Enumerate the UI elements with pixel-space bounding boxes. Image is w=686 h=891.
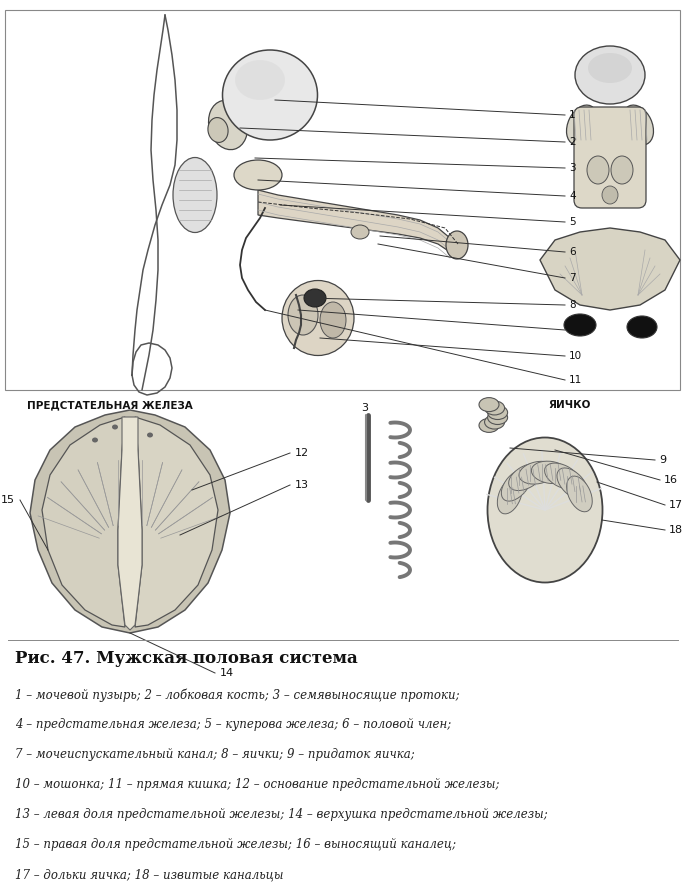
Text: 15 – правая доля предстательной железы; 16 – выносящий каналец;: 15 – правая доля предстательной железы; … xyxy=(15,838,456,851)
Ellipse shape xyxy=(304,289,326,307)
Ellipse shape xyxy=(627,316,657,338)
Text: 1 – мочевой пузырь; 2 – лобковая кость; 3 – семявыносящие протоки;: 1 – мочевой пузырь; 2 – лобковая кость; … xyxy=(15,688,460,701)
Ellipse shape xyxy=(557,468,588,499)
Ellipse shape xyxy=(622,105,654,145)
Ellipse shape xyxy=(351,225,369,239)
Ellipse shape xyxy=(602,186,618,204)
Polygon shape xyxy=(258,190,450,252)
Text: 16: 16 xyxy=(664,475,678,485)
Ellipse shape xyxy=(545,463,580,489)
Ellipse shape xyxy=(112,424,118,429)
Ellipse shape xyxy=(446,231,468,259)
Ellipse shape xyxy=(282,281,354,356)
Ellipse shape xyxy=(479,397,499,412)
Ellipse shape xyxy=(587,156,609,184)
Ellipse shape xyxy=(479,419,499,432)
Text: 4 – предстательная железа; 5 – куперова железа; 6 – половой член;: 4 – предстательная железа; 5 – куперова … xyxy=(15,718,451,731)
Ellipse shape xyxy=(508,463,543,491)
Ellipse shape xyxy=(519,462,556,484)
Text: 8: 8 xyxy=(569,300,576,310)
Polygon shape xyxy=(118,417,142,630)
Text: 6: 6 xyxy=(569,247,576,257)
Text: ЯИЧКО: ЯИЧКО xyxy=(549,400,591,410)
Ellipse shape xyxy=(575,46,645,104)
Text: ПРЕДСТАТЕЛЬНАЯ ЖЕЛЕЗА: ПРЕДСТАТЕЛЬНАЯ ЖЕЛЕЗА xyxy=(27,400,193,410)
Text: 13: 13 xyxy=(295,480,309,490)
Text: 17: 17 xyxy=(669,500,683,510)
Ellipse shape xyxy=(488,437,602,583)
Ellipse shape xyxy=(611,156,633,184)
Ellipse shape xyxy=(532,462,569,484)
Text: 9: 9 xyxy=(569,325,576,335)
Text: Рис. 47. Мужская половая система: Рис. 47. Мужская половая система xyxy=(15,650,358,667)
Bar xyxy=(5,10,680,390)
Ellipse shape xyxy=(488,411,508,424)
Polygon shape xyxy=(135,417,218,627)
Ellipse shape xyxy=(488,405,508,420)
Ellipse shape xyxy=(147,432,153,437)
Text: 10: 10 xyxy=(569,351,582,361)
Ellipse shape xyxy=(484,401,505,415)
Text: 3: 3 xyxy=(569,163,576,173)
Text: 2: 2 xyxy=(569,137,576,147)
Ellipse shape xyxy=(234,160,282,190)
Ellipse shape xyxy=(173,158,217,233)
Polygon shape xyxy=(540,228,680,310)
Ellipse shape xyxy=(208,118,228,143)
Text: 4: 4 xyxy=(569,191,576,201)
Text: 15: 15 xyxy=(1,495,15,505)
Ellipse shape xyxy=(501,469,531,501)
Ellipse shape xyxy=(588,53,632,83)
Text: 1: 1 xyxy=(569,110,576,120)
Ellipse shape xyxy=(320,302,346,338)
Ellipse shape xyxy=(567,476,592,511)
Text: 11: 11 xyxy=(569,375,582,385)
Text: 7 – мочеиспускательный канал; 8 – яички; 9 – придаток яичка;: 7 – мочеиспускательный канал; 8 – яички;… xyxy=(15,748,415,761)
Text: 13 – левая доля предстательной железы; 14 – верхушка предстательной железы;: 13 – левая доля предстательной железы; 1… xyxy=(15,808,547,821)
Ellipse shape xyxy=(288,295,318,335)
Ellipse shape xyxy=(497,478,522,514)
Text: 5: 5 xyxy=(569,217,576,227)
Ellipse shape xyxy=(567,105,598,145)
Text: 9: 9 xyxy=(659,455,666,465)
Text: 18: 18 xyxy=(669,525,683,535)
Ellipse shape xyxy=(235,60,285,100)
Polygon shape xyxy=(42,417,125,627)
Ellipse shape xyxy=(484,415,505,429)
Text: 17 – дольки яичка; 18 – извитые канальцы: 17 – дольки яичка; 18 – извитые канальцы xyxy=(15,868,283,881)
Text: 3: 3 xyxy=(362,403,368,413)
Ellipse shape xyxy=(564,314,596,336)
Text: 12: 12 xyxy=(295,448,309,458)
Text: 10 – мошонка; 11 – прямая кишка; 12 – основание предстательной железы;: 10 – мошонка; 11 – прямая кишка; 12 – ос… xyxy=(15,778,499,791)
FancyBboxPatch shape xyxy=(574,107,646,208)
Ellipse shape xyxy=(92,437,98,443)
Text: 14: 14 xyxy=(220,668,234,678)
Text: 7: 7 xyxy=(569,273,576,283)
Ellipse shape xyxy=(222,50,318,140)
Ellipse shape xyxy=(209,101,248,150)
Polygon shape xyxy=(30,410,230,633)
